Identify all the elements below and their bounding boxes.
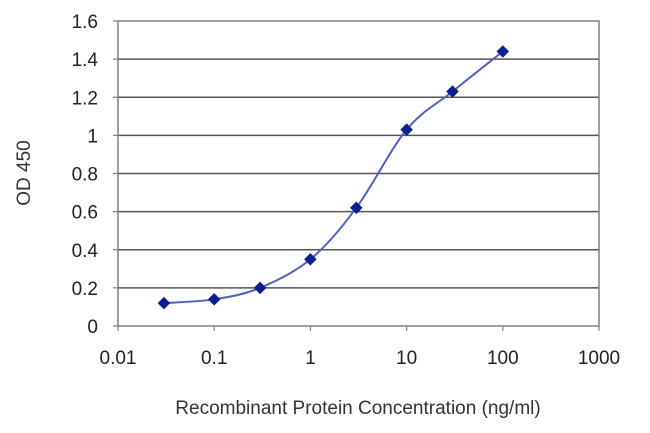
data-point-marker <box>349 201 363 215</box>
x-tick-label: 10 <box>396 348 417 369</box>
data-point-marker <box>157 296 171 310</box>
y-tick-label: 0.2 <box>72 279 98 300</box>
data-point-marker <box>400 123 413 137</box>
x-tick-label: 1000 <box>578 348 620 369</box>
data-point-marker <box>446 85 459 98</box>
y-tick-label: 0.8 <box>72 165 98 186</box>
data-point-marker <box>496 45 510 58</box>
x-tick-label: 1 <box>305 348 316 369</box>
x-tick-label: 0.1 <box>201 348 227 369</box>
x-axis-title: Recombinant Protein Concentration (ng/ml… <box>175 398 540 419</box>
data-point-marker <box>304 252 317 266</box>
series-layer <box>157 45 510 310</box>
y-tick-label: 1 <box>87 126 98 147</box>
y-tick-label: 1.6 <box>72 12 98 33</box>
y-tick-label: 0 <box>87 317 98 338</box>
y-tick-label: 1.2 <box>72 88 98 109</box>
x-axis-ticks: 0.01 0.1 1 10 100 1000 <box>100 326 620 369</box>
data-point-marker <box>207 292 221 306</box>
x-tick-label: 100 <box>487 348 519 369</box>
y-tick-label: 1.4 <box>72 50 99 71</box>
x-tick-label: 0.01 <box>100 348 137 369</box>
gridlines <box>118 58 599 289</box>
y-tick-label: 0.4 <box>72 241 99 262</box>
y-axis-title: OD 450 <box>14 140 35 205</box>
data-point-marker <box>253 281 267 295</box>
y-tick-label: 0.6 <box>72 203 98 224</box>
y-axis-ticks: 0 0.2 0.4 0.6 0.8 1 1.2 1.4 1.6 <box>72 12 118 338</box>
